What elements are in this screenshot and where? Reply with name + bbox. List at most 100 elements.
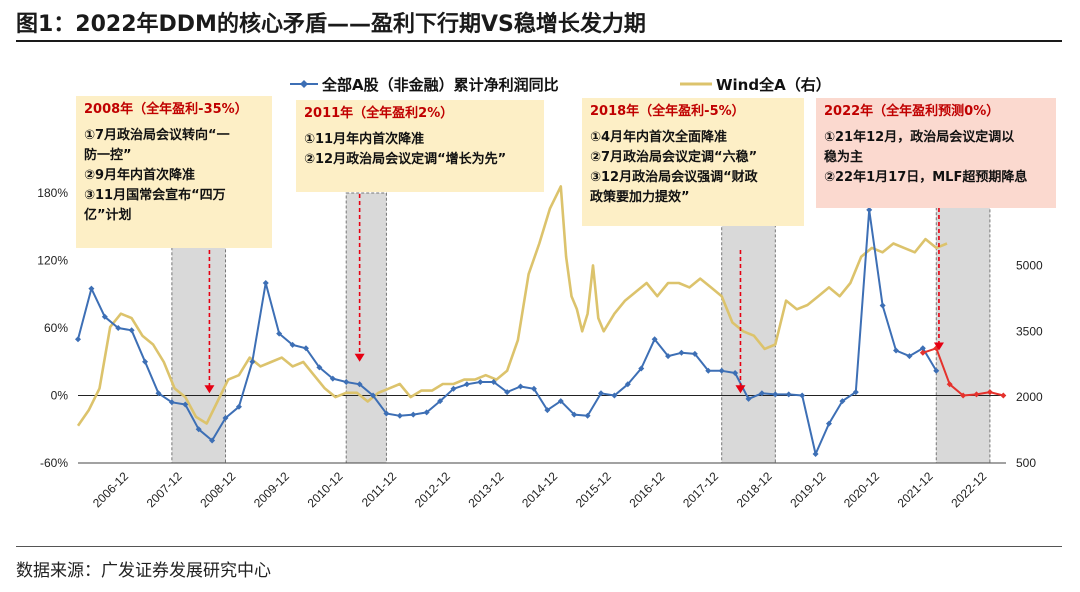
data-point — [919, 345, 926, 352]
data-point — [370, 392, 377, 399]
data-point — [584, 412, 591, 419]
data-point — [986, 389, 993, 396]
data-point — [101, 313, 108, 320]
data-point — [155, 390, 162, 397]
x-tick-label: 2006-12 — [90, 469, 131, 510]
data-point — [919, 349, 926, 356]
y-left-tick-label: 120% — [37, 254, 68, 268]
data-point — [812, 451, 819, 457]
annotation-line: 政策要加力提效” — [590, 190, 690, 205]
data-point — [410, 411, 417, 418]
x-tick-label: 2010-12 — [305, 469, 346, 510]
data-point — [557, 398, 564, 405]
annotation-2022: 2022年（全年盈利预测0%） ①21年12月，政治局会议定调以 稳为主 ②22… — [816, 98, 1056, 208]
data-point — [973, 391, 980, 398]
data-point — [262, 280, 269, 286]
legend-marker — [300, 80, 308, 88]
annotation-head: 2018年（全年盈利-5%） — [590, 104, 745, 119]
data-point — [772, 391, 779, 398]
data-point — [276, 330, 283, 337]
data-point — [477, 379, 484, 385]
series-line — [76, 185, 948, 427]
x-tick-label: 2011-12 — [359, 469, 400, 510]
x-tick-label: 2007-12 — [144, 469, 185, 510]
y-right-tick-label: 5000 — [1016, 258, 1043, 272]
data-point — [88, 285, 95, 292]
data-point — [128, 327, 135, 334]
data-point — [530, 385, 537, 392]
arrow-head — [354, 353, 365, 362]
annotation-head: 2011年（全年盈利2%） — [304, 106, 454, 121]
annotation-line: ②22年1月17日，MLF超预期降息 — [824, 170, 1028, 185]
annotation-line: ②7月政治局会议定调“六稳” — [590, 150, 758, 165]
data-point — [235, 403, 242, 410]
data-point — [1000, 392, 1007, 399]
data-point — [758, 390, 765, 397]
data-point — [745, 395, 752, 402]
y-left-tick-label: -60% — [40, 456, 68, 470]
shaded-period — [935, 192, 991, 464]
chart-canvas: -60% 0% 60% 120% 180% 500 2000 3500 5000 2006-12 2… — [37, 76, 1043, 510]
y-left-tick-label: 60% — [44, 321, 68, 335]
data-point — [732, 370, 739, 376]
annotation-line: 防一控” — [84, 148, 132, 163]
data-point — [651, 336, 658, 343]
data-point — [490, 379, 497, 385]
data-point — [839, 398, 846, 405]
x-tick-label: 2020-12 — [841, 469, 882, 510]
data-point — [343, 379, 350, 385]
data-point — [396, 412, 403, 419]
x-tick-label: 2012-12 — [412, 469, 453, 510]
x-tick-label: 2019-12 — [787, 469, 828, 510]
data-point — [544, 407, 551, 414]
annotation-2011: 2011年（全年盈利2%） ①11月年内首次降准 ②12月政治局会议定调“增长为… — [296, 100, 544, 192]
x-tick-label: 2021-12 — [895, 469, 936, 510]
x-tick-label: 2009-12 — [251, 469, 292, 510]
data-point — [665, 353, 672, 360]
arrow-head — [933, 342, 944, 351]
data-point — [960, 392, 967, 399]
data-point — [624, 381, 631, 388]
data-point — [825, 420, 832, 427]
x-tick-label: 2013-12 — [466, 469, 507, 510]
data-point — [423, 409, 430, 416]
y-left-tick-label: 0% — [51, 389, 69, 403]
chart-legend: 全部A股（非金融）累计净利润同比 Wind全A（右） — [290, 76, 831, 94]
data-point — [289, 341, 296, 348]
arrow-head — [735, 385, 746, 394]
x-tick-label: 2014-12 — [519, 469, 560, 510]
annotation-line: ③11月国常会宣布“四万 — [84, 188, 226, 203]
annotation-head: 2008年（全年盈利-35%） — [84, 102, 248, 117]
data-point — [893, 347, 900, 354]
title-divider — [16, 40, 1062, 42]
annotation-head: 2022年（全年盈利预测0%） — [824, 104, 1000, 119]
annotation-line: 亿”计划 — [84, 208, 132, 223]
data-point — [946, 381, 953, 388]
data-point — [517, 383, 524, 390]
data-point — [598, 390, 605, 397]
annotation-line: ②12月政治局会议定调“增长为先” — [304, 152, 507, 167]
data-point — [463, 381, 470, 388]
data-point — [571, 411, 578, 418]
data-point — [678, 349, 685, 356]
annotation-2008: 2008年（全年盈利-35%） ①7月政治局会议转向“一 防一控” ②9月年内首… — [76, 96, 272, 248]
x-tick-label: 2016-12 — [626, 469, 667, 510]
data-point — [933, 367, 940, 374]
data-point — [329, 375, 336, 382]
y-right-tick-label: 500 — [1016, 456, 1036, 470]
data-point — [437, 398, 444, 405]
data-point — [142, 358, 149, 365]
annotation-line: 稳为主 — [824, 150, 864, 165]
chart-title: 图1：2022年DDM的核心矛盾——盈利下行期VS稳增长发力期 — [16, 12, 646, 37]
data-point — [195, 426, 202, 433]
data-point — [611, 392, 618, 399]
legend-label-profit: 全部A股（非金融）累计净利润同比 — [321, 76, 559, 94]
arrow-layer — [204, 194, 944, 394]
annotation-line: ②9月年内首次降准 — [84, 168, 196, 183]
data-point — [75, 336, 81, 343]
data-point — [450, 385, 457, 392]
x-tick-label: 2008-12 — [197, 469, 238, 510]
data-point — [705, 367, 712, 374]
data-point — [302, 345, 309, 352]
data-point — [799, 392, 806, 399]
